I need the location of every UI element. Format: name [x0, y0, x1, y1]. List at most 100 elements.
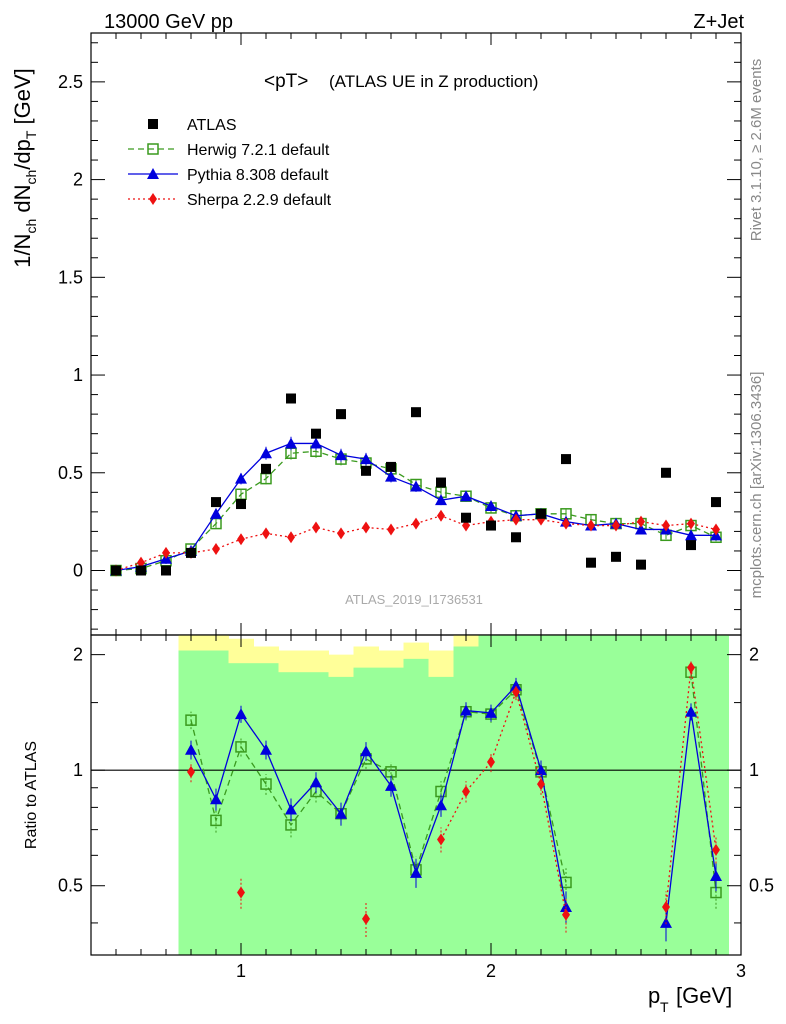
y-tick-label: 0.5: [58, 463, 83, 483]
ratio-point: [485, 706, 497, 718]
ratio-point: [187, 765, 195, 778]
data-point: [385, 470, 397, 482]
band-inner: [628, 635, 654, 955]
data-point: [311, 428, 321, 439]
band-inner: [303, 672, 329, 955]
data-point: [411, 407, 421, 418]
data-point: [685, 529, 697, 541]
ratio-point: [710, 870, 722, 882]
ratio-line: [440, 689, 567, 915]
data-point: [586, 557, 596, 568]
data-point: [287, 531, 295, 544]
band-inner: [528, 635, 554, 955]
data-point: [136, 565, 146, 576]
ratio-series: [185, 660, 722, 942]
data-point: [111, 565, 121, 576]
ratio-point: [185, 743, 197, 755]
data-point: [435, 494, 447, 506]
plot-title: <pT>: [264, 71, 308, 92]
data-point: [310, 437, 322, 449]
ratio-point: [360, 745, 372, 757]
ratio-point: [260, 778, 272, 790]
ratio-point: [362, 912, 370, 925]
data-point: [536, 508, 546, 519]
ratio-point: [460, 704, 472, 716]
ratio-point: [335, 807, 347, 819]
ratio-point: [310, 776, 322, 788]
data-point: [237, 533, 245, 546]
data-point: [485, 500, 497, 511]
band-inner: [578, 635, 604, 955]
ratio-point: [235, 741, 247, 753]
data-point: [636, 559, 646, 570]
legend-label: Herwig 7.2.1 default: [187, 142, 330, 159]
legend-item: Pythia 8.308 default: [128, 167, 329, 184]
legend-marker: [147, 168, 159, 179]
band-inner: [403, 658, 429, 955]
data-point: [412, 517, 420, 530]
band-inner: [178, 650, 204, 955]
y-tick-label: 2.5: [58, 72, 83, 92]
data-point: [312, 521, 320, 534]
data-point: [211, 497, 221, 508]
data-point: [561, 454, 571, 465]
legend-item: Sherpa 2.2.9 default: [128, 192, 332, 209]
series-herwig: [110, 444, 722, 577]
legend-marker: [147, 143, 159, 155]
legend-marker: [148, 119, 158, 129]
plot-subtitle: (ATLAS UE in Z production): [329, 72, 538, 91]
data-point: [186, 547, 196, 558]
ratio-y-tick-label-right: 2: [749, 645, 759, 665]
legend-item: Herwig 7.2.1 default: [128, 142, 330, 159]
data-point: [662, 519, 670, 532]
ratio-point: [437, 833, 445, 846]
band-inner: [253, 663, 279, 955]
band-inner: [703, 635, 729, 955]
main-ylabel: 1/Nch dNch/dpT [GeV]: [10, 68, 39, 268]
band-inner: [378, 667, 404, 955]
series-line: [115, 442, 716, 572]
x-tick-label: 1: [236, 961, 246, 981]
legend-label: ATLAS: [187, 117, 237, 134]
ratio-point: [385, 779, 397, 791]
ratio-point: [410, 866, 422, 878]
legend-item: ATLAS: [148, 117, 237, 134]
data-point: [436, 477, 446, 488]
ratio-panel: 1 2 3 0.5 0.5 1 1 2 2: [58, 634, 774, 981]
data-point: [587, 519, 595, 532]
legend-marker: [149, 193, 157, 205]
ratio-point: [687, 661, 695, 674]
ratio-point: [185, 714, 197, 726]
ratio-series-sherpa: [187, 660, 720, 937]
ratio-point: [435, 799, 447, 811]
energy-label: 13000 GeV pp: [104, 11, 233, 33]
data-point: [511, 532, 521, 543]
series-sherpa: [112, 509, 720, 577]
ratio-point: [685, 705, 697, 717]
site-info-label: mcplots.cern.ch [arXiv:1306.3436]: [748, 372, 765, 599]
data-point: [286, 393, 296, 404]
x-tick-label: 3: [736, 961, 746, 981]
data-point: [235, 472, 247, 484]
legend: ATLAS Herwig 7.2.1 default Pythia 8.308 de…: [128, 117, 332, 209]
data-point: [260, 447, 272, 459]
ratio-point: [285, 803, 297, 815]
data-point: [285, 437, 297, 449]
series-atlas: [111, 393, 721, 576]
data-point: [661, 467, 671, 478]
ratio-y-tick-label: 0.5: [58, 876, 83, 896]
data-point: [210, 507, 222, 519]
data-point: [437, 509, 445, 522]
data-point: [461, 512, 471, 523]
band-inner: [678, 635, 704, 955]
data-point: [562, 517, 570, 530]
xaxis-label-sub: T: [660, 999, 669, 1015]
data-point: [635, 523, 647, 535]
data-point: [687, 517, 695, 530]
process-label: Z+Jet: [693, 11, 744, 33]
band-inner: [603, 635, 629, 955]
ratio-line: [190, 688, 567, 883]
data-point: [512, 513, 520, 526]
uncertainty-bands: [178, 635, 729, 955]
series-pythia: [110, 436, 722, 576]
